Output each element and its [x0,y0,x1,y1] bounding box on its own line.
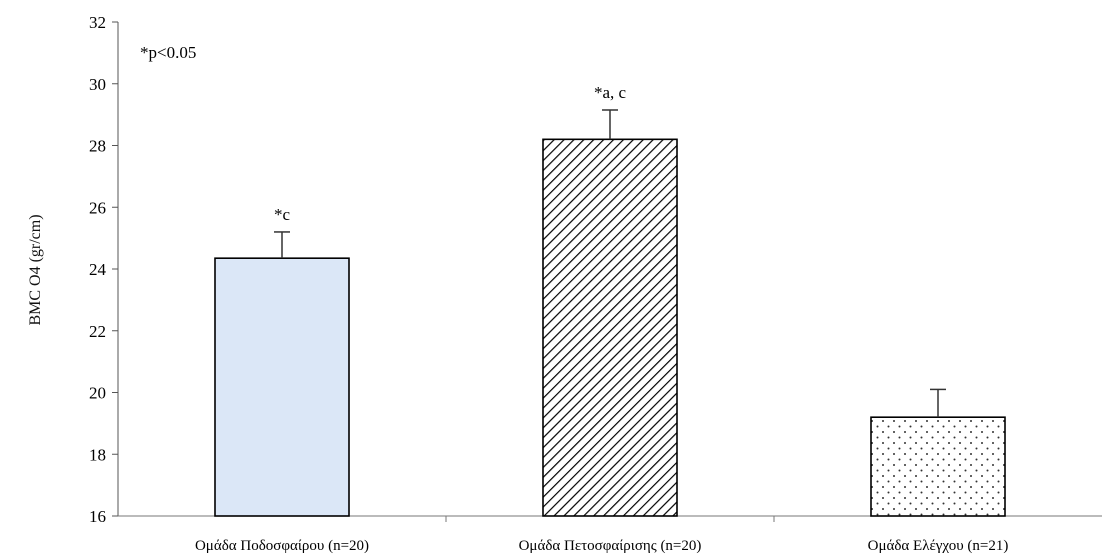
bar-control [870,416,1006,517]
significance-note: *p<0.05 [140,43,196,62]
bar-annotation: *a, c [594,83,627,102]
y-tick-label: 28 [89,137,106,156]
y-tick-label: 16 [89,507,106,526]
y-tick-label: 22 [89,322,106,341]
x-category-label: Ομάδα Ελέγχου (n=21) [868,538,1009,554]
y-tick-label: 30 [89,75,106,94]
x-category-label: Ομάδα Ποδοσφαίρου (n=20) [195,538,369,554]
y-tick-label: 32 [89,13,106,32]
y-tick-label: 18 [89,445,106,464]
y-axis-label: BMC O4 (gr/cm) [27,214,44,325]
bar-football [214,257,350,517]
x-category-label: Ομάδα Πετοσφαίρισης (n=20) [519,538,702,554]
bar-annotation: *c [274,205,291,224]
y-tick-label: 26 [89,198,106,217]
bar-volleyball [542,138,678,517]
y-tick-label: 24 [89,260,107,279]
y-tick-label: 20 [89,384,106,403]
